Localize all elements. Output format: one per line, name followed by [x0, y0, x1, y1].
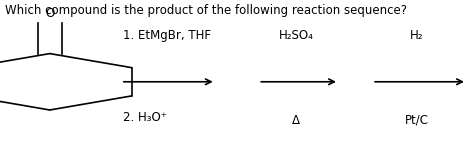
Text: Pt/C: Pt/C: [405, 114, 429, 127]
Text: Δ: Δ: [292, 114, 300, 127]
Text: 2. H₃O⁺: 2. H₃O⁺: [123, 111, 167, 124]
Text: Which compound is the product of the following reaction sequence?: Which compound is the product of the fol…: [5, 4, 407, 17]
Text: H₂: H₂: [410, 29, 424, 42]
Text: H₂SO₄: H₂SO₄: [279, 29, 314, 42]
Text: 1. EtMgBr, THF: 1. EtMgBr, THF: [123, 29, 211, 42]
Text: O: O: [45, 7, 55, 20]
